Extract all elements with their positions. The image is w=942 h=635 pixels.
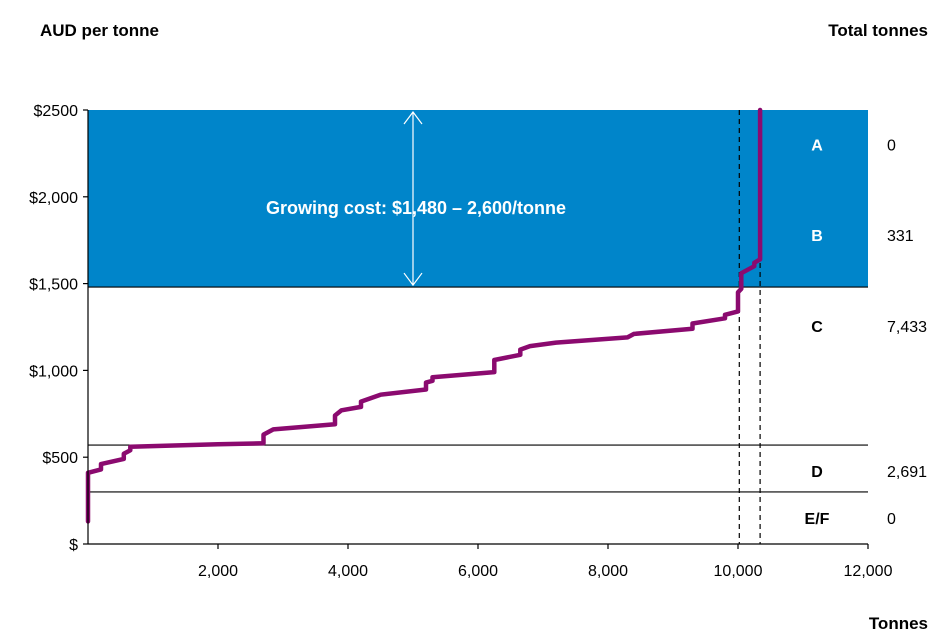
region-total-4: 0 xyxy=(887,511,896,528)
region-label-0: A xyxy=(811,138,823,155)
region-total-0: 0 xyxy=(887,138,896,155)
range-arrow-head-top xyxy=(403,111,423,125)
x-tick-label-0: 2,000 xyxy=(198,563,238,580)
y-tick-label-5: $2500 xyxy=(34,103,79,120)
growing-cost-annotation: Growing cost: $1,480 – 2,600/tonne xyxy=(266,198,566,218)
x-tick-label-5: 12,000 xyxy=(844,563,893,580)
x-tick-label-1: 4,000 xyxy=(328,563,368,580)
y-tick-label-4: $2,000 xyxy=(29,190,78,207)
growing-cost-band xyxy=(88,110,868,288)
region-total-2: 7,433 xyxy=(887,319,927,336)
region-label-2: C xyxy=(811,319,823,336)
cost-curve-line xyxy=(85,107,763,524)
region-total-3: 2,691 xyxy=(887,464,927,481)
region-label-3: D xyxy=(811,464,823,481)
region-label-1: B xyxy=(811,228,823,245)
region-label-4: E/F xyxy=(805,511,830,528)
region-total-1: 331 xyxy=(887,228,914,245)
range-arrow-head-bottom xyxy=(403,272,423,287)
x-axis-title: Tonnes xyxy=(868,614,928,633)
x-tick-label-3: 8,000 xyxy=(588,563,628,580)
left-axis-title: AUD per tonne xyxy=(40,21,159,40)
right-axis-title: Total tonnes xyxy=(828,21,928,40)
y-tick-label-1: $500 xyxy=(42,450,78,467)
x-tick-label-4: 10,000 xyxy=(714,563,763,580)
y-tick-label-0: $ xyxy=(69,537,78,554)
y-tick-label-2: $1,000 xyxy=(29,363,78,380)
x-tick-label-2: 6,000 xyxy=(458,563,498,580)
y-tick-label-3: $1,500 xyxy=(29,277,78,294)
